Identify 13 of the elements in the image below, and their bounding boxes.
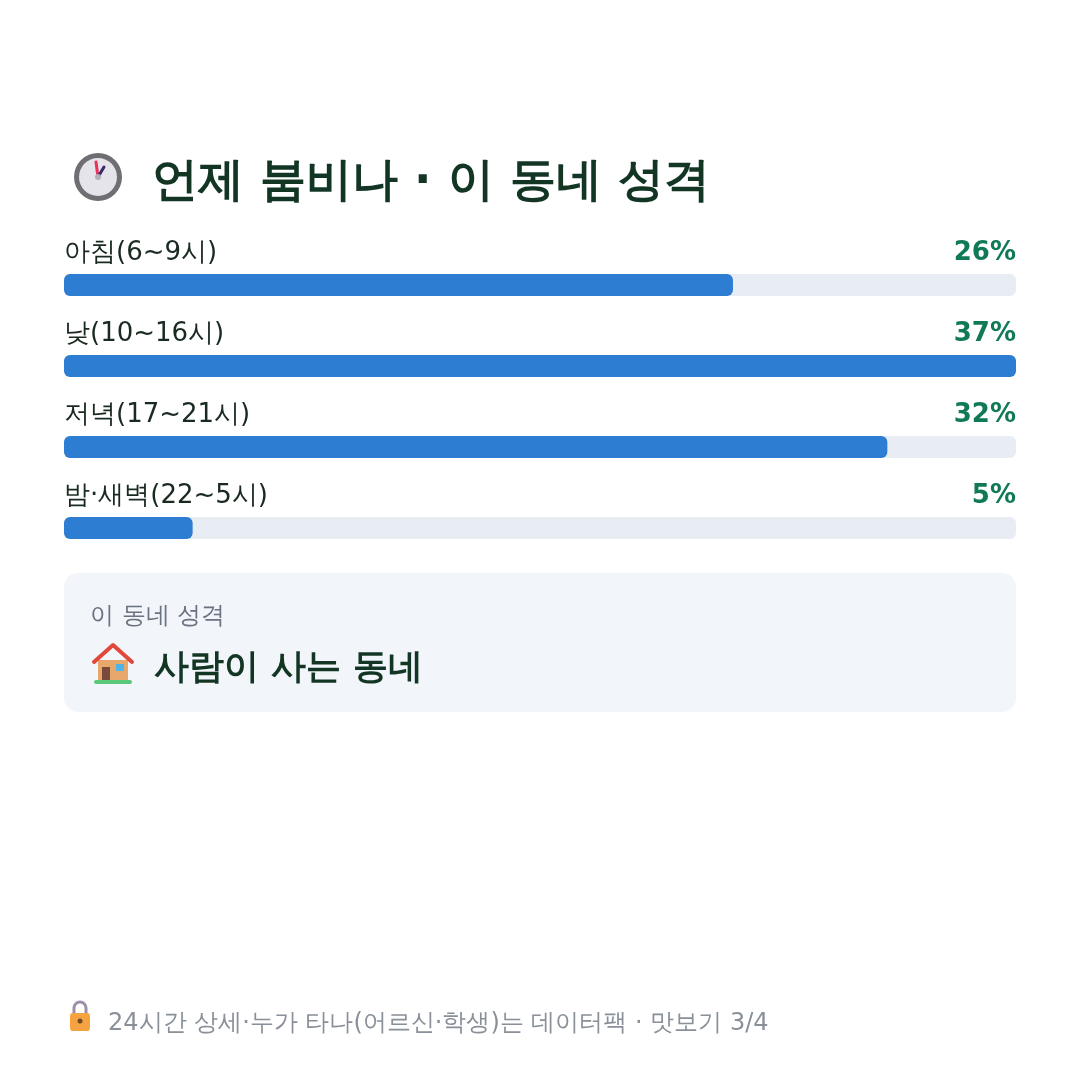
chart-title: 언제 붐비나 · 이 동네 성격 (152, 152, 710, 206)
data-label: 26% (953, 236, 1016, 266)
data-label: 32% (953, 398, 1016, 428)
bar (64, 517, 193, 539)
data-label: 37% (953, 317, 1016, 347)
y-tick-label: 낮(10~16시) (64, 317, 225, 347)
text: 사람이 사는 동네 (154, 646, 424, 686)
text: 24시간 상세·누가 타나(어르신·학생)는 데이터팩 · 맛보기 3/4 (108, 1008, 769, 1036)
y-tick-label: 저녁(17~21시) (64, 398, 251, 428)
y-tick-label: 밤·새벽(22~5시) (64, 479, 268, 509)
y-tick-label: 아침(6~9시) (64, 236, 218, 266)
text: 이 동네 성격 (90, 601, 226, 629)
data-label: 5% (971, 479, 1016, 509)
